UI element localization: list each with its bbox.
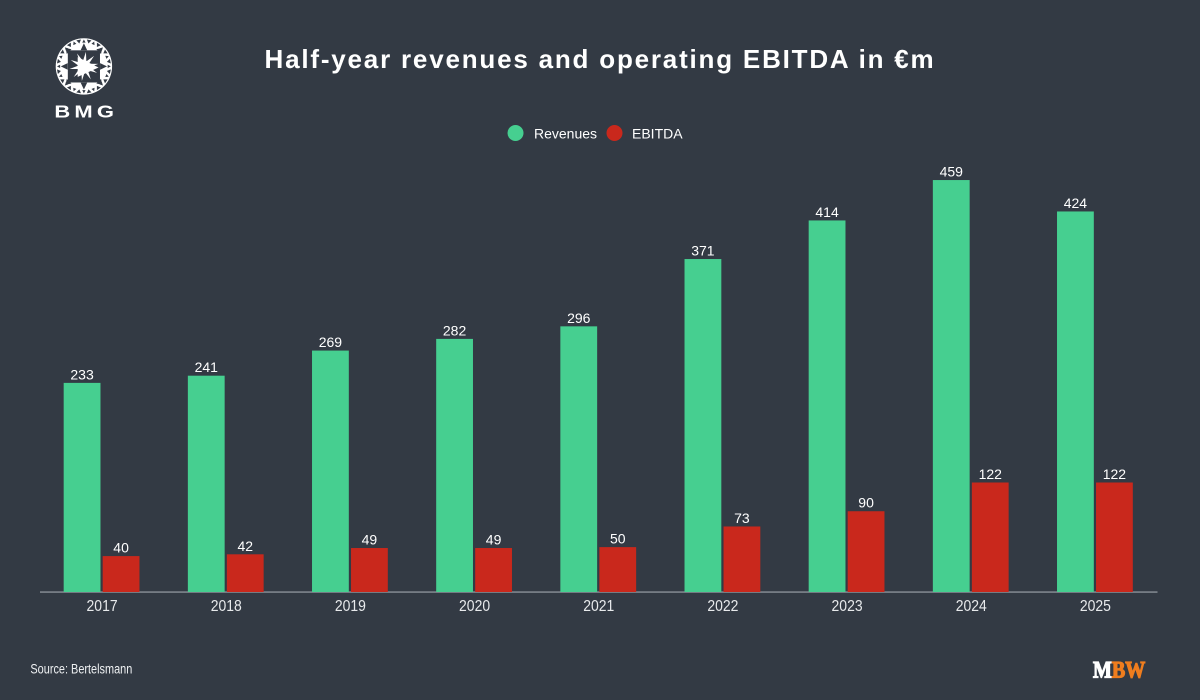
- svg-text:2025: 2025: [1080, 599, 1111, 616]
- svg-text:BMG: BMG: [54, 102, 118, 122]
- svg-text:40: 40: [113, 540, 129, 556]
- svg-text:42: 42: [237, 538, 253, 554]
- svg-text:414: 414: [815, 204, 839, 220]
- svg-text:269: 269: [319, 334, 343, 350]
- svg-text:241: 241: [195, 359, 219, 375]
- svg-text:50: 50: [610, 531, 626, 547]
- svg-text:122: 122: [1103, 466, 1127, 482]
- svg-text:2019: 2019: [335, 599, 366, 616]
- svg-text:233: 233: [70, 366, 94, 382]
- svg-text:Revenues: Revenues: [534, 126, 597, 142]
- svg-text:49: 49: [362, 532, 378, 548]
- svg-text:Half-year revenues and operati: Half-year revenues and operating EBITDA …: [265, 44, 936, 74]
- svg-text:2023: 2023: [832, 599, 863, 616]
- svg-text:73: 73: [734, 510, 750, 526]
- svg-text:MBW: MBW: [1093, 657, 1146, 683]
- svg-text:2018: 2018: [211, 599, 242, 616]
- svg-text:282: 282: [443, 322, 467, 338]
- svg-text:Source: Bertelsmann: Source: Bertelsmann: [30, 661, 132, 677]
- svg-text:371: 371: [691, 243, 715, 259]
- svg-text:2017: 2017: [87, 599, 118, 616]
- svg-text:296: 296: [567, 310, 591, 326]
- svg-text:EBITDA: EBITDA: [632, 126, 683, 142]
- svg-text:49: 49: [486, 532, 502, 548]
- svg-text:2024: 2024: [956, 599, 987, 616]
- svg-text:2021: 2021: [583, 599, 614, 616]
- svg-text:90: 90: [858, 495, 874, 511]
- svg-text:459: 459: [940, 164, 964, 180]
- svg-text:122: 122: [979, 466, 1003, 482]
- svg-text:2022: 2022: [707, 599, 738, 616]
- svg-text:424: 424: [1064, 195, 1088, 211]
- svg-text:2020: 2020: [459, 599, 490, 616]
